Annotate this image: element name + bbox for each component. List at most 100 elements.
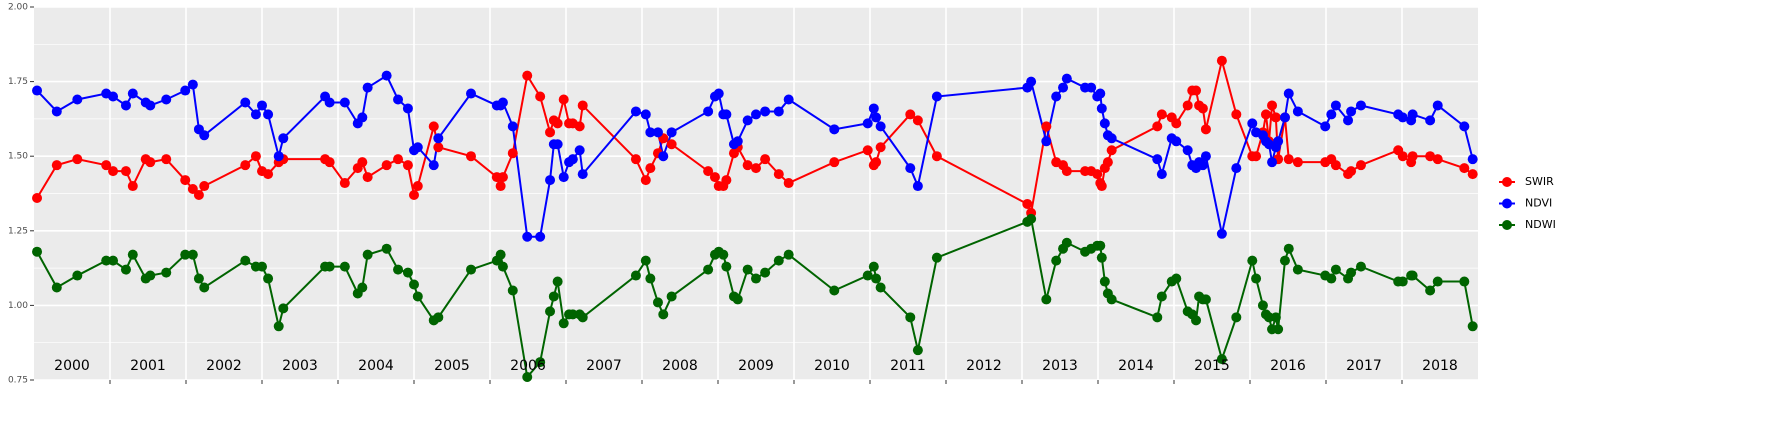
data-point bbox=[1264, 312, 1274, 323]
data-point bbox=[1171, 118, 1182, 129]
data-point bbox=[652, 127, 663, 138]
data-point bbox=[1182, 145, 1193, 156]
data-point bbox=[1355, 100, 1366, 111]
data-point bbox=[263, 169, 274, 180]
series-points bbox=[32, 55, 1478, 383]
data-point bbox=[32, 246, 43, 257]
data-point bbox=[1432, 100, 1443, 111]
data-point bbox=[1191, 85, 1202, 96]
data-point bbox=[409, 279, 419, 290]
data-point bbox=[709, 172, 720, 183]
data-point bbox=[732, 136, 743, 147]
data-point bbox=[522, 372, 533, 383]
data-point bbox=[357, 112, 368, 123]
y-tick-label: 1.00 bbox=[8, 301, 28, 311]
data-point bbox=[1061, 166, 1072, 177]
data-point bbox=[180, 85, 191, 96]
data-point bbox=[905, 109, 916, 120]
data-point bbox=[1051, 91, 1062, 102]
data-point bbox=[362, 172, 373, 183]
data-point bbox=[574, 145, 585, 156]
data-point bbox=[703, 264, 714, 275]
data-point bbox=[108, 255, 119, 266]
data-point bbox=[862, 145, 873, 156]
data-point bbox=[1197, 160, 1208, 171]
data-point bbox=[1061, 237, 1072, 248]
data-point bbox=[1171, 273, 1182, 284]
data-point bbox=[1279, 112, 1290, 123]
data-point bbox=[721, 175, 732, 186]
data-point bbox=[567, 309, 578, 320]
data-point bbox=[1022, 198, 1033, 209]
data-point bbox=[548, 291, 559, 302]
data-point bbox=[193, 189, 204, 200]
data-point bbox=[742, 264, 753, 275]
data-point bbox=[862, 270, 873, 281]
data-point bbox=[868, 261, 879, 272]
data-point bbox=[640, 175, 651, 186]
year-label: 2010 bbox=[814, 358, 850, 374]
data-point bbox=[1096, 103, 1107, 114]
data-point bbox=[240, 160, 251, 171]
data-point bbox=[402, 103, 413, 114]
data-point bbox=[1273, 324, 1284, 335]
data-point bbox=[645, 273, 656, 284]
data-point bbox=[507, 148, 518, 159]
y-tick-label: 2.00 bbox=[8, 3, 28, 13]
data-point bbox=[535, 231, 546, 242]
data-point bbox=[522, 231, 533, 242]
year-label: 2012 bbox=[966, 358, 1002, 374]
data-point bbox=[760, 267, 771, 278]
data-point bbox=[751, 273, 761, 284]
data-point bbox=[497, 261, 508, 272]
data-point bbox=[829, 124, 840, 135]
data-point bbox=[1467, 169, 1478, 180]
data-point bbox=[751, 163, 761, 174]
data-point bbox=[1026, 213, 1037, 224]
data-point bbox=[1283, 88, 1294, 99]
data-point bbox=[51, 160, 62, 171]
data-point bbox=[127, 181, 138, 192]
data-point bbox=[412, 291, 423, 302]
data-point bbox=[552, 118, 563, 129]
data-point bbox=[466, 151, 476, 162]
data-point bbox=[278, 303, 289, 314]
data-point bbox=[721, 261, 732, 272]
data-point bbox=[412, 181, 423, 192]
data-point bbox=[324, 157, 335, 168]
data-point bbox=[362, 82, 373, 93]
data-point bbox=[1425, 151, 1436, 162]
data-point bbox=[428, 160, 439, 171]
data-point bbox=[652, 297, 663, 308]
data-point bbox=[357, 282, 368, 293]
data-point bbox=[742, 160, 753, 171]
data-point bbox=[645, 127, 656, 138]
year-label: 2008 bbox=[662, 358, 698, 374]
data-point bbox=[871, 157, 882, 168]
data-point bbox=[402, 267, 413, 278]
data-point bbox=[72, 94, 83, 105]
data-point bbox=[1231, 312, 1242, 323]
data-point bbox=[552, 139, 563, 150]
year-label: 2014 bbox=[1118, 358, 1154, 374]
data-point bbox=[1152, 312, 1163, 323]
data-point bbox=[339, 178, 350, 189]
data-point bbox=[339, 97, 350, 108]
data-point bbox=[1095, 240, 1106, 251]
data-point bbox=[1096, 252, 1107, 263]
legend: SWIR NDVI NDWI bbox=[1499, 175, 1556, 231]
data-point bbox=[558, 94, 569, 105]
data-point bbox=[1061, 73, 1072, 84]
data-point bbox=[381, 160, 392, 171]
data-point bbox=[545, 306, 556, 317]
data-point bbox=[1330, 100, 1341, 111]
data-point bbox=[1247, 118, 1258, 129]
data-point bbox=[931, 151, 942, 162]
data-point bbox=[558, 318, 569, 329]
data-point bbox=[875, 142, 886, 153]
data-point bbox=[161, 267, 172, 278]
data-point bbox=[495, 249, 506, 260]
data-point bbox=[862, 118, 873, 129]
data-point bbox=[1156, 169, 1167, 180]
data-point bbox=[263, 273, 274, 284]
